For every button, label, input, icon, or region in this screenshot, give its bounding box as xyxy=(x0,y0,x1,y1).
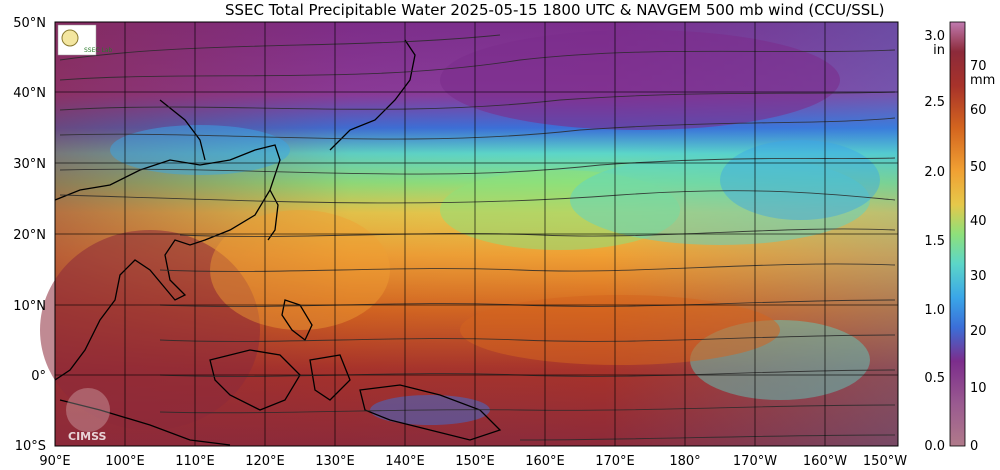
lat-label: 0° xyxy=(31,369,46,384)
lat-label: 50°N xyxy=(13,16,46,31)
lat-label: 10°S xyxy=(15,439,46,454)
inch-tick: 0.5 xyxy=(924,371,945,386)
cimss-logo-label: CIMSS xyxy=(68,430,107,443)
mm-tick: 70 xyxy=(970,59,987,74)
lon-label: 170°W xyxy=(733,454,777,469)
lon-label: 160°W xyxy=(803,454,847,469)
mm-tick: 20 xyxy=(970,324,987,339)
inch-tick: 1.5 xyxy=(924,234,945,249)
wind-streamlines xyxy=(59,34,896,441)
lon-labels: 90°E 100°E 110°E 120°E 130°E 140°E 150°E… xyxy=(39,454,907,469)
mm-tick: 30 xyxy=(970,269,987,284)
inch-tick: 1.0 xyxy=(924,303,945,318)
lon-label: 110°E xyxy=(175,454,215,469)
map-frame xyxy=(54,21,899,447)
mm-tick: 40 xyxy=(970,214,987,229)
lon-label: 140°E xyxy=(385,454,425,469)
inch-tick: 0.0 xyxy=(924,439,945,454)
cimss-logo: CIMSS xyxy=(66,388,110,443)
inch-unit: in xyxy=(933,43,945,58)
inch-tick: 3.0 xyxy=(924,29,945,44)
colorbar-mm-ticks: 70 60 50 40 30 20 10 0 mm xyxy=(970,59,995,454)
lat-lon-grid xyxy=(55,22,898,446)
lon-label: 90°E xyxy=(39,454,70,469)
inch-tick: 2.0 xyxy=(924,165,945,180)
lat-label: 20°N xyxy=(13,228,46,243)
colorbar-inch-ticks: 3.0 2.5 2.0 1.5 1.0 0.5 0.0 in xyxy=(924,29,945,454)
lon-label: 160°E xyxy=(525,454,565,469)
lon-label: 150°W xyxy=(863,454,907,469)
lon-label: 150°E xyxy=(455,454,495,469)
map-title: SSEC Total Precipitable Water 2025-05-15… xyxy=(225,1,885,19)
mm-tick: 10 xyxy=(970,381,987,396)
lon-label: 120°E xyxy=(245,454,285,469)
mm-tick: 0 xyxy=(970,439,978,454)
lon-label: 100°E xyxy=(105,454,145,469)
mm-tick: 50 xyxy=(970,160,987,175)
lon-label: 130°E xyxy=(315,454,355,469)
inch-tick: 2.5 xyxy=(924,95,945,110)
lon-label: 170°E xyxy=(595,454,635,469)
mm-tick: 60 xyxy=(970,103,987,118)
ssec-logo: SSEC Lab xyxy=(57,24,113,56)
mm-unit: mm xyxy=(970,73,995,88)
lat-label: 10°N xyxy=(13,299,46,314)
lat-labels: 50°N 40°N 30°N 20°N 10°N 0° 10°S xyxy=(13,16,46,454)
colorbar-scale xyxy=(949,21,966,447)
lat-label: 30°N xyxy=(13,157,46,172)
ssec-logo-label: SSEC Lab xyxy=(84,47,113,54)
lat-label: 40°N xyxy=(13,86,46,101)
lon-label: 180° xyxy=(669,454,700,469)
